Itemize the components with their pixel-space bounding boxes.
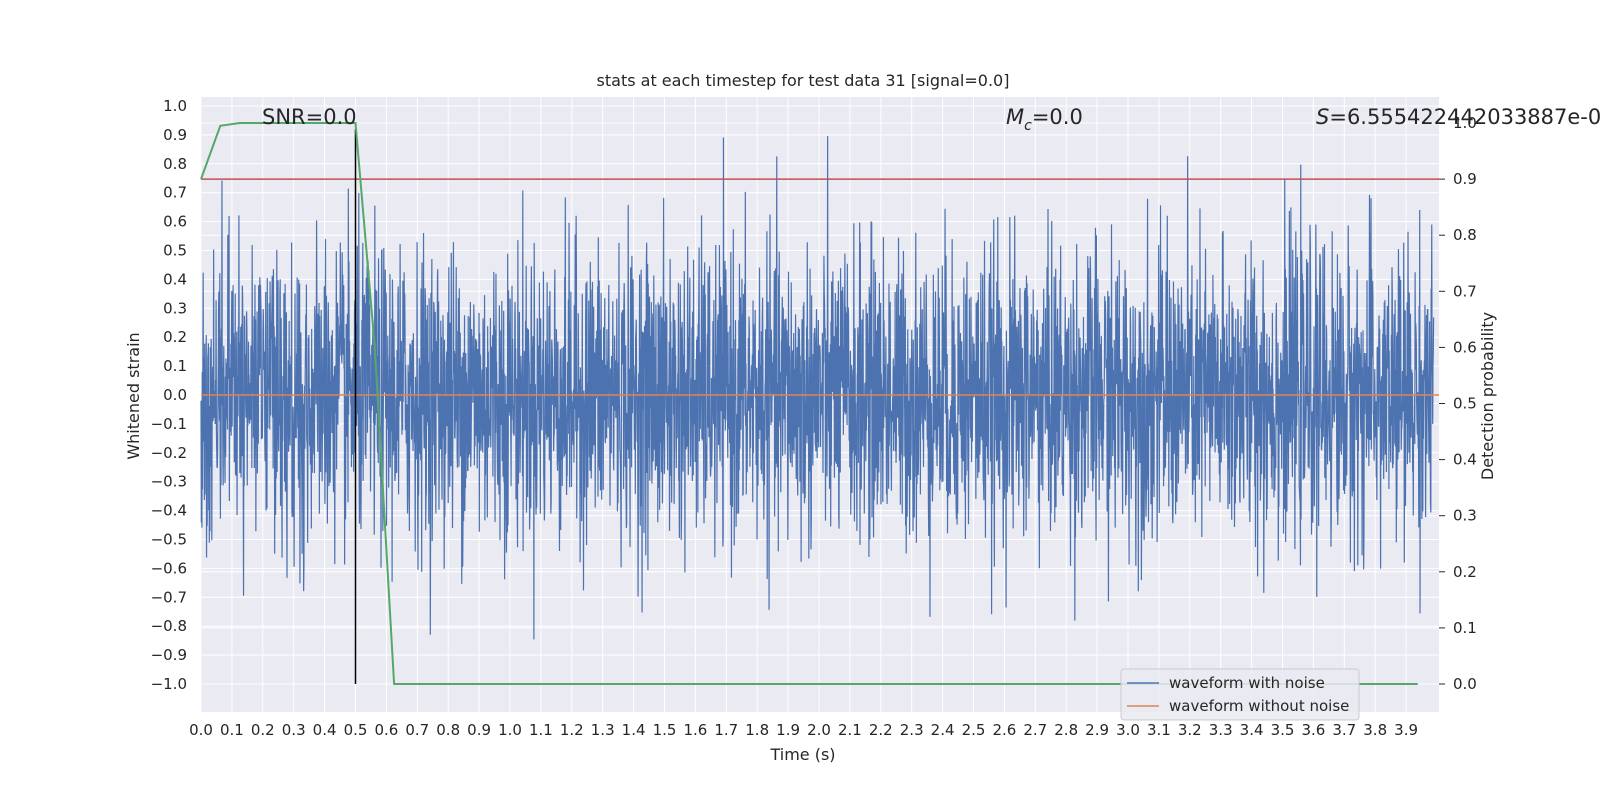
chirp-mass-subscript: c (1024, 118, 1032, 134)
x-tick-label: 1.8 (745, 721, 769, 739)
x-tick-label: 3.0 (1116, 721, 1140, 739)
chirp-mass-value: =0.0 (1032, 105, 1083, 129)
y-tick-label-left: 0.0 (163, 386, 187, 404)
y-tick-label-left: 0.9 (163, 126, 187, 144)
y-tick-label-right: 0.8 (1453, 226, 1477, 244)
chirp-mass-annotation: Mc=0.0 (1006, 105, 1083, 134)
y-tick-label-left: −0.2 (151, 444, 187, 462)
x-tick-label: 1.5 (653, 721, 677, 739)
x-axis-title: Time (s) (769, 745, 835, 764)
x-tick-label: 3.5 (1271, 721, 1295, 739)
x-tick-label: 0.8 (436, 721, 460, 739)
y-tick-label-right: 1.0 (1453, 114, 1477, 132)
y-tick-label-left: 0.3 (163, 299, 187, 317)
x-tick-label: 1.1 (529, 721, 553, 739)
legend: waveform with noise waveform without noi… (1120, 668, 1360, 721)
y-tick-label-right: 0.7 (1453, 282, 1477, 300)
x-tick-label: 1.6 (683, 721, 707, 739)
y-tick-label-right: 0.4 (1453, 451, 1477, 469)
series-detection-probability (200, 122, 1418, 685)
y-tick-label-right: 0.1 (1453, 619, 1477, 637)
x-tick-label: 2.4 (931, 721, 955, 739)
x-tick-label: 2.0 (807, 721, 831, 739)
x-tick-label: 0.6 (374, 721, 398, 739)
x-tick-label: 3.7 (1332, 721, 1356, 739)
y-tick-label-left: 0.7 (163, 184, 187, 202)
s-annotation: S=6.555422442033887e-0 (1316, 105, 1600, 129)
chirp-mass-symbol: M (1006, 105, 1024, 129)
s-value: =6.555422442033887e-0 (1329, 105, 1600, 129)
y-tick-label-left: 0.6 (163, 213, 187, 231)
x-tick-label: 2.3 (900, 721, 924, 739)
y-tick-label-left: −0.5 (151, 531, 187, 549)
x-tick-label: 2.6 (992, 721, 1016, 739)
x-tick-label: 1.2 (560, 721, 584, 739)
y-tick-label-left: 0.1 (163, 357, 187, 375)
y-tick-label-left: 0.4 (163, 270, 187, 288)
x-tick-label: 3.1 (1147, 721, 1171, 739)
x-tick-label: 1.3 (591, 721, 615, 739)
x-tick-label: 2.9 (1085, 721, 1109, 739)
x-tick-label: 1.9 (776, 721, 800, 739)
x-tick-label: 2.8 (1054, 721, 1078, 739)
x-tick-label: 0.7 (405, 721, 429, 739)
x-tick-label: 3.3 (1209, 721, 1233, 739)
y-axis-title-right: Detection probability (1478, 312, 1497, 480)
x-tick-label: 0.5 (344, 721, 368, 739)
x-tick-label: 3.2 (1178, 721, 1202, 739)
series-waveform-with-noise (200, 136, 1435, 640)
legend-box (1120, 668, 1360, 721)
legend-label-waveform-without-noise: waveform without noise (1169, 697, 1349, 715)
y-tick-label-right: 0.3 (1453, 507, 1477, 525)
y-tick-label-left: −0.3 (151, 473, 187, 491)
y-tick-label-left: −1.0 (151, 675, 187, 693)
x-tick-label: 3.9 (1394, 721, 1418, 739)
x-tick-label: 1.4 (622, 721, 646, 739)
x-tick-label: 2.7 (1023, 721, 1047, 739)
y-tick-label-left: −0.9 (151, 646, 187, 664)
y-axis-title-left: Whitened strain (124, 332, 143, 459)
x-tick-label: 3.8 (1363, 721, 1387, 739)
y-tick-label-right: 0.6 (1453, 338, 1477, 356)
x-tick-label: 2.1 (838, 721, 862, 739)
x-tick-label: 2.2 (869, 721, 893, 739)
x-tick-label: 0.3 (282, 721, 306, 739)
y-tick-label-right: 0.2 (1453, 563, 1477, 581)
x-tick-label: 3.6 (1301, 721, 1325, 739)
y-tick-label-left: 0.5 (163, 242, 187, 260)
y-tick-label-left: 0.8 (163, 155, 187, 173)
chart-title: stats at each timestep for test data 31 … (597, 71, 1010, 90)
x-tick-label: 0.0 (189, 721, 213, 739)
y-tick-label-left: −0.6 (151, 559, 187, 577)
x-tick-label: 1.7 (714, 721, 738, 739)
y-tick-label-left: 1.0 (163, 97, 187, 115)
y-tick-label-left: −0.7 (151, 588, 187, 606)
s-symbol: S (1316, 105, 1329, 129)
y-tick-label-left: −0.1 (151, 415, 187, 433)
x-tick-label: 0.9 (467, 721, 491, 739)
x-tick-label: 0.2 (251, 721, 275, 739)
legend-label-waveform-with-noise: waveform with noise (1169, 674, 1325, 692)
y-tick-label-right: 0.0 (1453, 675, 1477, 693)
snr-annotation: SNR=0.0 (262, 105, 357, 129)
y-tick-label-left: 0.2 (163, 328, 187, 346)
y-tick-label-left: −0.4 (151, 502, 187, 520)
y-tick-label-right: 0.5 (1453, 395, 1477, 413)
y-tick-label-left: −0.8 (151, 617, 187, 635)
x-tick-label: 2.5 (962, 721, 986, 739)
y-tick-label-right: 0.9 (1453, 170, 1477, 188)
x-tick-label: 0.4 (313, 721, 337, 739)
x-tick-label: 0.1 (220, 721, 244, 739)
x-tick-label: 3.4 (1240, 721, 1264, 739)
x-tick-label: 1.0 (498, 721, 522, 739)
